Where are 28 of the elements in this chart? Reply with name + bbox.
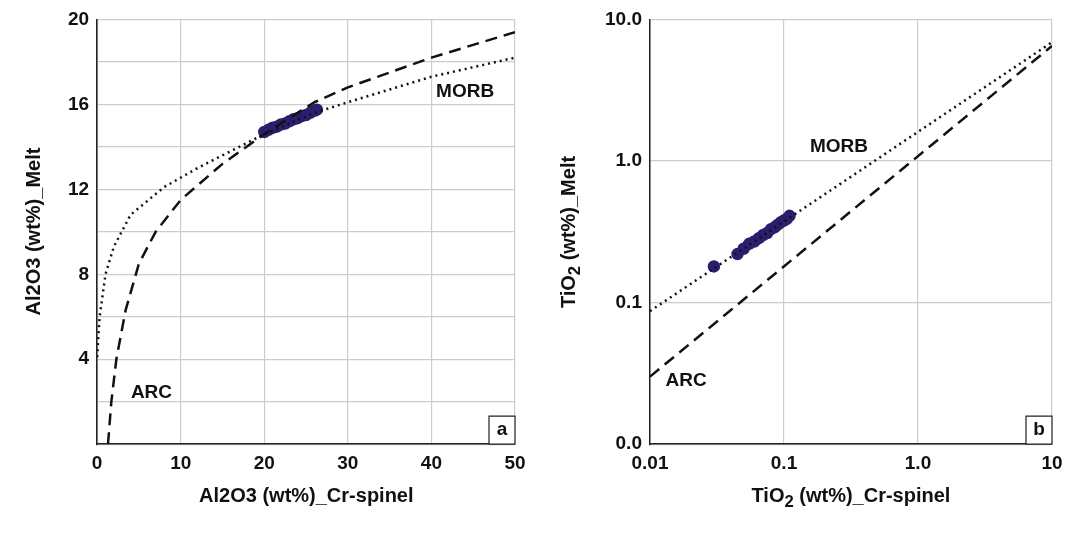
series-label: ARC — [130, 381, 173, 403]
x-tick-label: 40 — [420, 451, 442, 473]
y-tick-label: 20 — [67, 7, 90, 29]
y-tick-label: 12 — [67, 177, 90, 199]
series-label: MORB — [436, 79, 495, 101]
x-tick-label: 0 — [91, 451, 103, 473]
y-tick-label: 0.0 — [615, 432, 642, 454]
y-tick-label: 1.0 — [615, 149, 642, 171]
annotation: b — [1033, 418, 1045, 440]
y-tick-label: 4 — [78, 347, 90, 369]
x-tick-label: 0.01 — [631, 451, 669, 473]
y-tick-label: 8 — [78, 262, 90, 284]
x-tick-label: 20 — [253, 451, 275, 473]
x-axis-title: Al2O3 (wt%)_Cr-spinel — [199, 484, 414, 508]
x-tick-label: 50 — [504, 451, 526, 473]
x-tick-label: 10 — [1041, 451, 1063, 473]
annotation: a — [496, 418, 508, 440]
x-tick-label: 10 — [170, 451, 192, 473]
y-tick-label: 0.1 — [615, 290, 643, 312]
y-tick-label: 10.0 — [605, 7, 642, 29]
x-tick-label: 30 — [337, 451, 359, 473]
y-tick-label: 16 — [67, 92, 90, 114]
series-label: MORB — [809, 135, 868, 157]
series-label: ARC — [665, 368, 708, 390]
x-tick-label: 0.1 — [770, 451, 798, 473]
y-axis-title: Al2O3 (wt%)_Melt — [22, 147, 46, 316]
x-axis-title: TiO$_{2}$ (wt%)_Cr-spinel — [751, 484, 951, 513]
x-tick-label: 1.0 — [904, 451, 932, 473]
